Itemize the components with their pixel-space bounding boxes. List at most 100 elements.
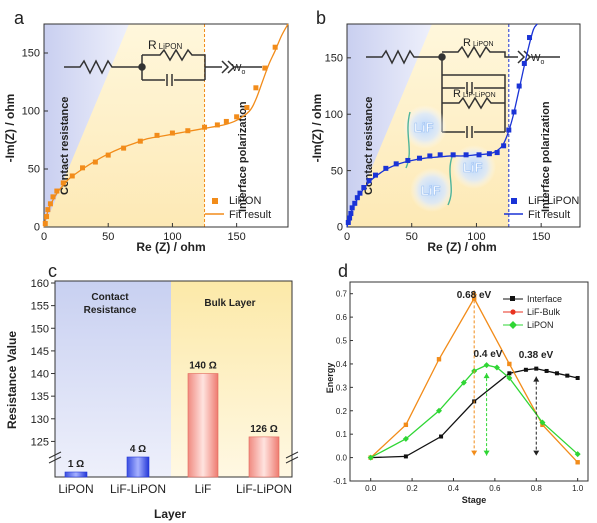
- panel-c-ytick-label: 160: [31, 278, 49, 290]
- panel-b-contact-wedge: [347, 24, 432, 227]
- panel-b-data-point: [486, 151, 492, 157]
- resistor-lipon-icon: [442, 45, 518, 59]
- lif-cluster-glow-icon: [403, 105, 447, 149]
- panel-a-ytick-label: 150: [22, 48, 40, 60]
- panel-b-ytick-label: 100: [325, 109, 343, 121]
- panel-b-data-point: [463, 152, 469, 158]
- resistor-symbol-icon: [366, 49, 442, 65]
- panel-a-ytick-label: 50: [28, 164, 40, 176]
- panel-b-data-point: [366, 178, 372, 184]
- legend-lif-lipon-marker-icon: [511, 198, 517, 204]
- panel-a-data-point: [169, 130, 175, 136]
- panel-c-ytick-label: 155: [31, 301, 49, 313]
- panel-b-data-point: [372, 172, 378, 178]
- panel-d-lif-bulk-point: [403, 422, 409, 428]
- panel-c-frame: [54, 280, 293, 478]
- legend-lif-bulk-label: LiF-Bulk: [527, 307, 561, 317]
- panel-c-label: c: [48, 261, 57, 281]
- panel-a-data-point: [234, 114, 240, 120]
- legend-fit-label: Fit result: [229, 209, 271, 221]
- panel-a-data-point: [69, 173, 75, 179]
- panel-d-arrowhead-icon: [533, 450, 540, 456]
- panel-c-category-label: LiF-LiPON: [110, 482, 166, 496]
- lif-clusters: LiF LiF LiF: [403, 105, 496, 212]
- lif-label-1: LiF: [414, 120, 434, 135]
- panel-d-interface-point: [403, 454, 408, 459]
- panel-a-data-point: [44, 214, 50, 220]
- panel-c-category-label: LiF: [195, 482, 212, 496]
- bulk-header: Bulk Layer: [204, 298, 255, 309]
- axis-break-right-icon: [285, 451, 299, 464]
- panel-b-data-point: [383, 165, 389, 171]
- panel-c-bar: [187, 373, 219, 478]
- panel-b-data-point: [437, 152, 443, 158]
- panel-d-xlabel: Stage: [462, 495, 487, 505]
- panel-c-bar-label: 126 Ω: [250, 424, 277, 435]
- panel-a-ytick-label: 100: [22, 106, 40, 118]
- contact-header-1: Contact: [91, 292, 129, 303]
- panel-d: d 0.0 0.2 0.4 0.6 0.8 1.0-0.10.00.10.20.30.40…: [325, 261, 589, 505]
- panel-d-lif-bulk-point: [575, 460, 580, 465]
- panel-b-data-point: [527, 35, 533, 41]
- panel-d-plot: [367, 290, 581, 465]
- panel-b: b R LiPON R LiF-LiPON Wo Contact resistanc…: [310, 8, 581, 254]
- panel-a-data-point: [223, 118, 229, 124]
- panel-a-data-point: [50, 194, 56, 200]
- panel-b-data-point: [349, 205, 355, 211]
- panel-d-lipon-point: [483, 362, 490, 369]
- panel-a-xtick-label: 150: [227, 231, 245, 243]
- circuit-w-label-b: W: [531, 53, 541, 64]
- annotation-0-4ev: 0.4 eV: [474, 349, 503, 360]
- panel-a-data-point: [253, 85, 259, 91]
- panel-d-lipon-point: [574, 451, 581, 458]
- panel-a-data-point: [105, 152, 111, 158]
- axis-break-left-icon: [48, 451, 62, 464]
- panel-b-axes: 0 50 100 150 0 50 100 150: [325, 23, 581, 243]
- panel-d-lipon-point: [367, 454, 374, 461]
- legend-lipon-marker-icon: [212, 198, 218, 204]
- panel-d-interface-point: [507, 371, 512, 376]
- panel-d-xtick-label: 0.8: [531, 484, 543, 493]
- panel-a-data-point: [80, 165, 86, 171]
- panel-b-data-point: [352, 200, 358, 206]
- panel-a-ylabel: -Im(Z) / ohm: [3, 94, 17, 163]
- panel-a-data-point: [45, 207, 51, 213]
- panel-d-lipon-point: [493, 364, 500, 371]
- legend-lipon-label: LiPON: [229, 195, 261, 207]
- panel-a-frame: [43, 23, 289, 228]
- panel-c-ytick-label: 150: [31, 323, 49, 335]
- panel-d-lif-bulk-point: [507, 361, 512, 367]
- panel-a-xtick-label: 50: [102, 231, 114, 243]
- panel-b-ytick-label: 150: [325, 53, 343, 65]
- panel-b-ylabel: -Im(Z) / ohm: [310, 94, 324, 163]
- legend-lif-lipon-label: LiF-LiPON: [528, 195, 579, 207]
- svg-text:Wo: Wo: [232, 63, 245, 76]
- panel-c-xlabel: Layer: [154, 507, 186, 521]
- panel-c-ytick-label: 130: [31, 414, 49, 426]
- panel-b-data-point: [345, 219, 351, 225]
- panel-d-lipon-point: [506, 374, 513, 381]
- panel-b-data-point: [516, 83, 522, 89]
- panel-a-data-point: [54, 188, 60, 194]
- circuit-r-label: R: [148, 38, 157, 52]
- panel-d-interface-point: [439, 434, 444, 439]
- panel-b-xtick-label: 150: [532, 231, 550, 243]
- svg-text:Wo: Wo: [531, 53, 544, 66]
- panel-d-lipon-point: [539, 419, 546, 426]
- panel-a-data-point: [121, 145, 127, 151]
- panel-b-data-point: [357, 190, 363, 196]
- interface-polarization-label: Interface polarization: [237, 101, 249, 212]
- panel-c-plot: 1 Ω LiPON 4 Ω LiF-LiPON 140 Ω LiF 126 Ω LiF-LiP…: [58, 361, 292, 496]
- panel-a-data-point: [60, 180, 66, 186]
- panel-b-data-point: [427, 153, 433, 159]
- panel-b-xtick-label: 100: [467, 231, 485, 243]
- panel-d-interface-point: [575, 375, 580, 380]
- panel-b-xtick-label: 0: [344, 231, 350, 243]
- circuit-w-sub-b: o: [540, 59, 544, 66]
- panel-b-data-point: [476, 152, 482, 158]
- panel-a-axes: 0 50 100 150 0 50 100 150: [22, 23, 289, 243]
- panel-a-xtick-label: 0: [41, 231, 47, 243]
- panel-a-regions: [44, 24, 288, 227]
- panel-d-arrowhead-icon: [471, 450, 478, 456]
- panel-d-label: d: [338, 261, 348, 281]
